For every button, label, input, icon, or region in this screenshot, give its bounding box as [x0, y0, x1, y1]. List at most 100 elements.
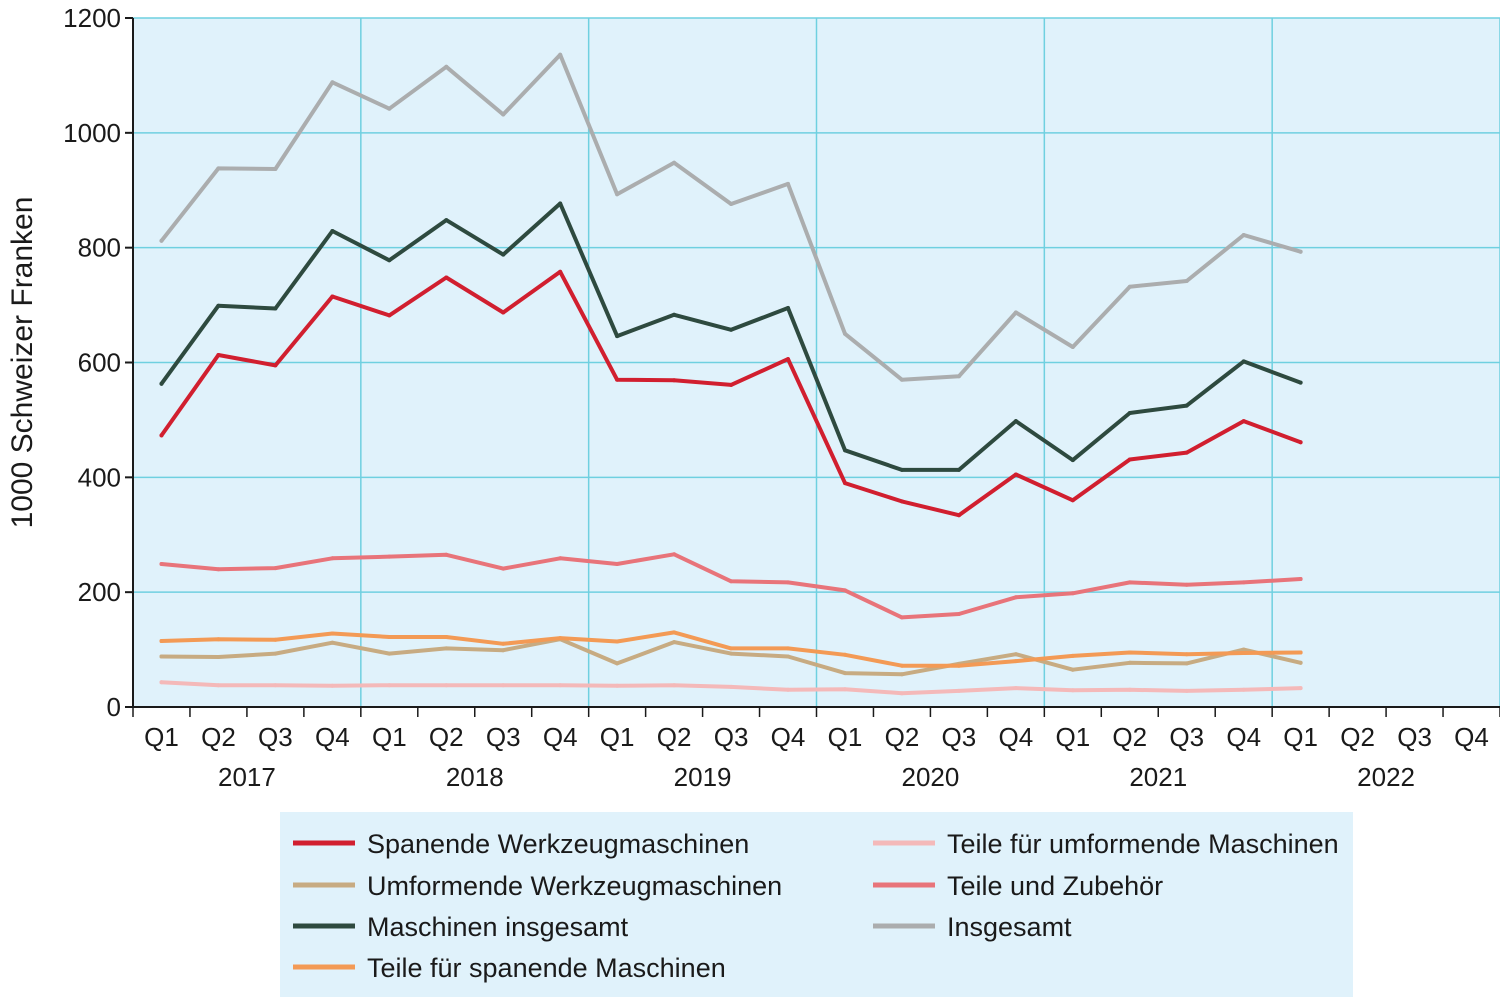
data-point	[1184, 661, 1189, 666]
series-5	[159, 552, 1303, 620]
data-point	[1070, 591, 1075, 596]
data-point	[159, 562, 164, 566]
data-point	[899, 691, 904, 696]
x-tick-label: Q3	[486, 722, 521, 752]
x-tick-label: Q4	[771, 722, 806, 752]
data-point	[330, 683, 335, 688]
x-tick-label: Q3	[714, 722, 749, 752]
data-point	[1241, 359, 1246, 364]
y-tick-label: 1000	[63, 118, 121, 148]
data-point	[558, 556, 563, 561]
data-point	[1127, 457, 1132, 462]
data-point	[330, 294, 335, 299]
data-point	[216, 303, 221, 308]
x-tick-label: Q2	[1340, 722, 1375, 752]
data-point	[444, 646, 449, 651]
data-point	[1298, 577, 1303, 581]
data-point	[786, 357, 790, 362]
x-tick-label: Q4	[999, 722, 1034, 752]
data-point	[330, 631, 335, 636]
data-point	[1241, 233, 1246, 237]
legend-label: Maschinen insgesamt	[367, 912, 629, 942]
data-point	[501, 310, 506, 315]
x-tick-label: Q4	[1454, 722, 1489, 752]
data-point	[444, 64, 449, 69]
data-point	[387, 635, 392, 639]
year-label: 2019	[674, 762, 732, 792]
data-point	[843, 588, 847, 593]
data-point	[273, 566, 278, 571]
data-point	[501, 648, 506, 653]
x-tick-label: Q4	[1226, 722, 1261, 752]
x-tick-label: Q3	[942, 722, 977, 752]
data-point	[159, 654, 164, 659]
data-point	[1070, 458, 1075, 463]
data-point	[899, 467, 904, 472]
x-tick-label: Q1	[1283, 722, 1318, 752]
axes	[125, 17, 1500, 717]
data-point	[558, 636, 563, 641]
x-tick-label: Q3	[1169, 722, 1204, 752]
data-point	[273, 363, 278, 368]
x-tick-label: Q2	[885, 722, 920, 752]
data-point	[1298, 686, 1303, 691]
data-point	[1127, 687, 1132, 692]
x-tick-label: Q1	[1055, 722, 1090, 752]
data-point	[1013, 652, 1018, 657]
data-point	[558, 269, 563, 274]
x-tick-label: Q1	[600, 722, 635, 752]
data-point	[558, 683, 563, 688]
data-point	[843, 481, 847, 486]
legend-label: Teile für umformende Maschinen	[947, 829, 1339, 859]
year-label: 2018	[446, 762, 504, 792]
year-label: 2017	[218, 762, 276, 792]
data-point	[444, 683, 449, 688]
data-point	[1127, 284, 1132, 289]
data-point	[216, 683, 221, 688]
data-point	[387, 258, 392, 263]
data-point	[956, 612, 961, 616]
data-point	[216, 655, 221, 659]
y-tick-label: 200	[78, 577, 121, 607]
data-point	[501, 566, 506, 571]
data-point	[956, 663, 961, 668]
data-point	[1184, 582, 1189, 587]
data-point	[501, 112, 506, 117]
data-point	[1184, 279, 1189, 283]
data-point	[273, 651, 278, 656]
data-point	[1013, 686, 1018, 691]
data-point	[956, 467, 961, 472]
data-point	[1127, 411, 1132, 415]
data-point	[672, 552, 677, 557]
data-point	[1070, 345, 1075, 349]
data-point	[1241, 647, 1246, 652]
data-point	[330, 556, 335, 561]
data-point	[444, 635, 449, 639]
data-point	[273, 637, 278, 642]
data-point	[1013, 310, 1018, 315]
data-point	[1070, 653, 1075, 658]
data-point	[1184, 688, 1189, 693]
data-point	[615, 334, 620, 339]
data-point	[1298, 440, 1303, 445]
data-point	[1298, 249, 1303, 254]
data-point	[1241, 687, 1246, 692]
data-point	[899, 672, 904, 677]
data-point	[1184, 450, 1189, 455]
data-point	[899, 615, 904, 620]
data-point	[729, 327, 734, 332]
data-point	[672, 640, 677, 645]
data-point	[956, 374, 961, 379]
data-point	[159, 639, 164, 643]
data-point	[330, 640, 335, 645]
data-point	[786, 646, 790, 651]
x-tick-label: Q2	[657, 722, 692, 752]
x-tick-label: Q2	[201, 722, 236, 752]
data-point	[672, 160, 677, 165]
data-point	[1241, 651, 1246, 655]
data-point	[615, 683, 620, 688]
data-point	[729, 646, 734, 651]
data-point	[1013, 472, 1018, 477]
y-tick-label: 1200	[63, 3, 121, 33]
data-point	[729, 651, 734, 656]
